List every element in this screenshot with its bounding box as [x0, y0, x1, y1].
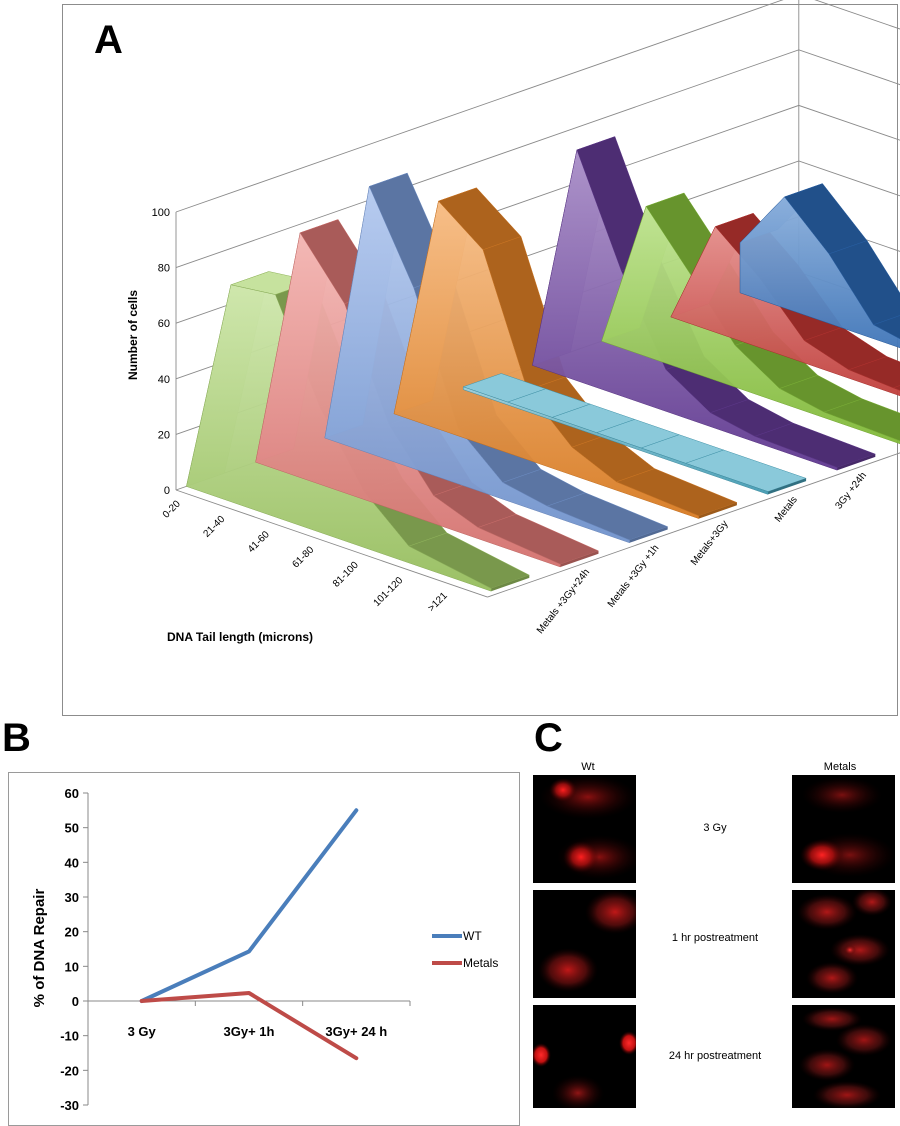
y-tick-label: 20: [65, 925, 79, 940]
micrograph-wt-24hr: [533, 1005, 636, 1108]
micrograph-wt-3gy: [533, 775, 636, 883]
series-label: Metals+3Gy: [689, 519, 731, 568]
y-tick-label: 100: [152, 207, 170, 219]
legend-label: Metals: [463, 956, 498, 970]
gridline: [175, 0, 900, 213]
chart-b: -30 -20 -10 0 10 20 30 40 50 60 3 Gy 3Gy+ 1h 3Gy+ 24…: [31, 786, 498, 1113]
ribbon-front: [670, 226, 900, 397]
row-label-24hr: 24 hr postreatment: [668, 1050, 762, 1062]
ribbon-end: [837, 454, 876, 471]
series-line: [139, 808, 359, 1003]
y-tick-label: -10: [60, 1029, 79, 1044]
series-label: Metals: [773, 494, 800, 524]
micrograph-metals-24hr: [792, 1005, 895, 1108]
ribbon-end: [768, 478, 807, 495]
y-tick-label: 30: [65, 890, 79, 905]
depth-axis-line: [487, 452, 900, 598]
series-label: 3Gy +24h: [833, 470, 869, 511]
y-tick-label: 20: [158, 429, 170, 441]
ribbon-front: [739, 196, 900, 349]
ribbon-front: [601, 205, 900, 445]
ribbon-top: [892, 385, 900, 391]
y-tick-label: 60: [158, 318, 170, 330]
y-tick-label: 40: [65, 855, 79, 870]
legend-label: WT: [463, 929, 482, 943]
ribbon-front: [324, 185, 630, 544]
x-axis-title: DNA Tail length (microns): [167, 630, 313, 644]
panel-a-letter: A: [94, 18, 123, 62]
y-tick-label: -20: [60, 1063, 79, 1078]
ribbon-front: [255, 232, 561, 568]
y-tick-label: 0: [72, 994, 79, 1009]
x-category-label: 3Gy+ 24 h: [325, 1024, 387, 1039]
chart-b-plot: -30 -20 -10 0 10 20 30 40 50 60 3 Gy 3Gy+ 1h 3Gy+ 24…: [31, 786, 498, 1113]
series-ribbon: [462, 373, 807, 495]
series-line: [139, 991, 359, 1061]
y-tick-label: 40: [158, 374, 170, 386]
y-axis-title: % of DNA Repair: [31, 889, 48, 1008]
y-tick-label: 50: [65, 821, 79, 836]
x-category-label: 3 Gy: [128, 1024, 157, 1039]
panel-b-letter: B: [2, 716, 31, 760]
ribbon-end: [560, 550, 599, 567]
x-category-label: 3Gy+ 1h: [224, 1024, 275, 1039]
y-tick-label: 10: [65, 959, 79, 974]
panel-c-letter: C: [534, 716, 563, 760]
column-label-wt: Wt: [581, 761, 595, 773]
y-tick-label: -30: [60, 1098, 79, 1113]
ribbon-top: [872, 315, 900, 340]
ribbon-front: [393, 200, 700, 519]
y-tick-label: 60: [65, 786, 79, 801]
series-ribbon: [739, 183, 900, 349]
micrograph-metals-1hr: [792, 890, 895, 998]
micrograph-wt-1hr: [533, 890, 636, 998]
series-ribbon: [393, 187, 738, 519]
ribbon-end: [629, 526, 668, 543]
micrograph-metals-3gy: [792, 775, 895, 883]
y-tick-label: 80: [158, 263, 170, 275]
y-tick-label: 0: [164, 485, 170, 497]
x-axis-line: [175, 489, 488, 598]
ribbon-front: [532, 148, 838, 471]
row-label-3gy: 3 Gy: [703, 822, 727, 834]
ribbon-end: [491, 575, 530, 592]
panel-b-frame: [8, 772, 520, 1126]
row-label-1hr: 1 hr postreatment: [671, 932, 759, 944]
ribbon-front: [462, 386, 769, 495]
y-axis-title: Number of cells: [126, 290, 140, 380]
ribbon-end: [698, 502, 737, 519]
column-label-metals: Metals: [823, 761, 857, 773]
